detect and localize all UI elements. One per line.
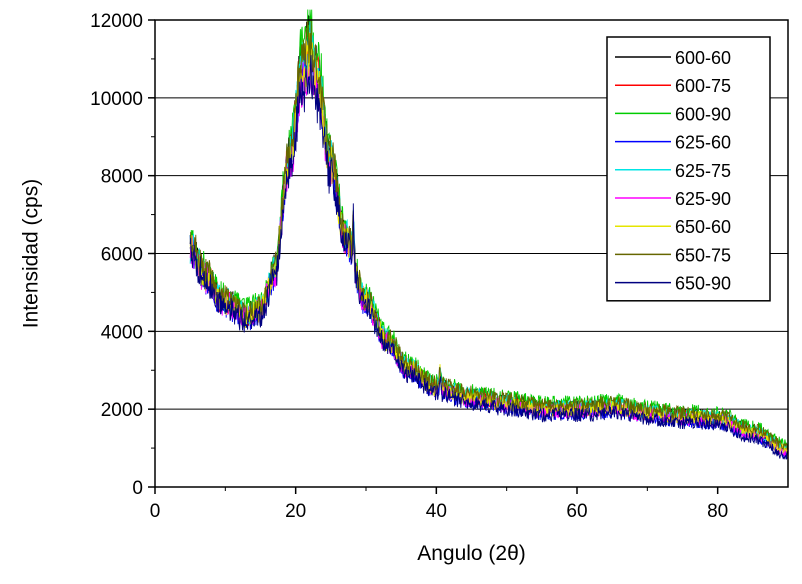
x-axis: 0 20 40 60 80 bbox=[150, 487, 728, 522]
x-axis-title: Angulo (2θ) bbox=[417, 542, 526, 565]
y-axis-title: Intensidad (cps) bbox=[19, 179, 42, 328]
legend: 600-60 600-75 600-90 625-60 625-75 625-90 650-… bbox=[606, 36, 771, 302]
legend-label: 625-90 bbox=[675, 189, 731, 209]
legend-label: 650-90 bbox=[675, 274, 731, 294]
legend-label: 625-75 bbox=[675, 161, 731, 181]
series-line-650-90 bbox=[189, 55, 789, 460]
legend-label: 625-60 bbox=[675, 133, 731, 153]
y-tick-label: 8000 bbox=[101, 167, 143, 188]
y-tick-label: 10000 bbox=[90, 89, 143, 110]
legend-label: 600-60 bbox=[675, 48, 731, 68]
series-lines bbox=[189, 9, 789, 460]
y-axis: 0 2000 4000 6000 8000 10000 12000 bbox=[90, 11, 155, 499]
y-tick-label: 0 bbox=[132, 478, 143, 499]
legend-box bbox=[606, 36, 771, 302]
x-tick-label: 40 bbox=[426, 501, 447, 522]
x-tick-label: 80 bbox=[707, 501, 728, 522]
legend-label: 600-75 bbox=[675, 76, 731, 96]
legend-label: 650-60 bbox=[675, 217, 731, 237]
x-tick-label: 60 bbox=[566, 501, 587, 522]
y-tick-label: 4000 bbox=[101, 322, 143, 343]
y-tick-label: 6000 bbox=[101, 245, 143, 266]
legend-label: 650-75 bbox=[675, 245, 731, 265]
legend-label: 600-90 bbox=[675, 104, 731, 124]
y-tick-label: 12000 bbox=[90, 11, 143, 32]
y-tick-label: 2000 bbox=[101, 400, 143, 421]
x-tick-label: 20 bbox=[285, 501, 306, 522]
x-tick-label: 0 bbox=[150, 501, 161, 522]
